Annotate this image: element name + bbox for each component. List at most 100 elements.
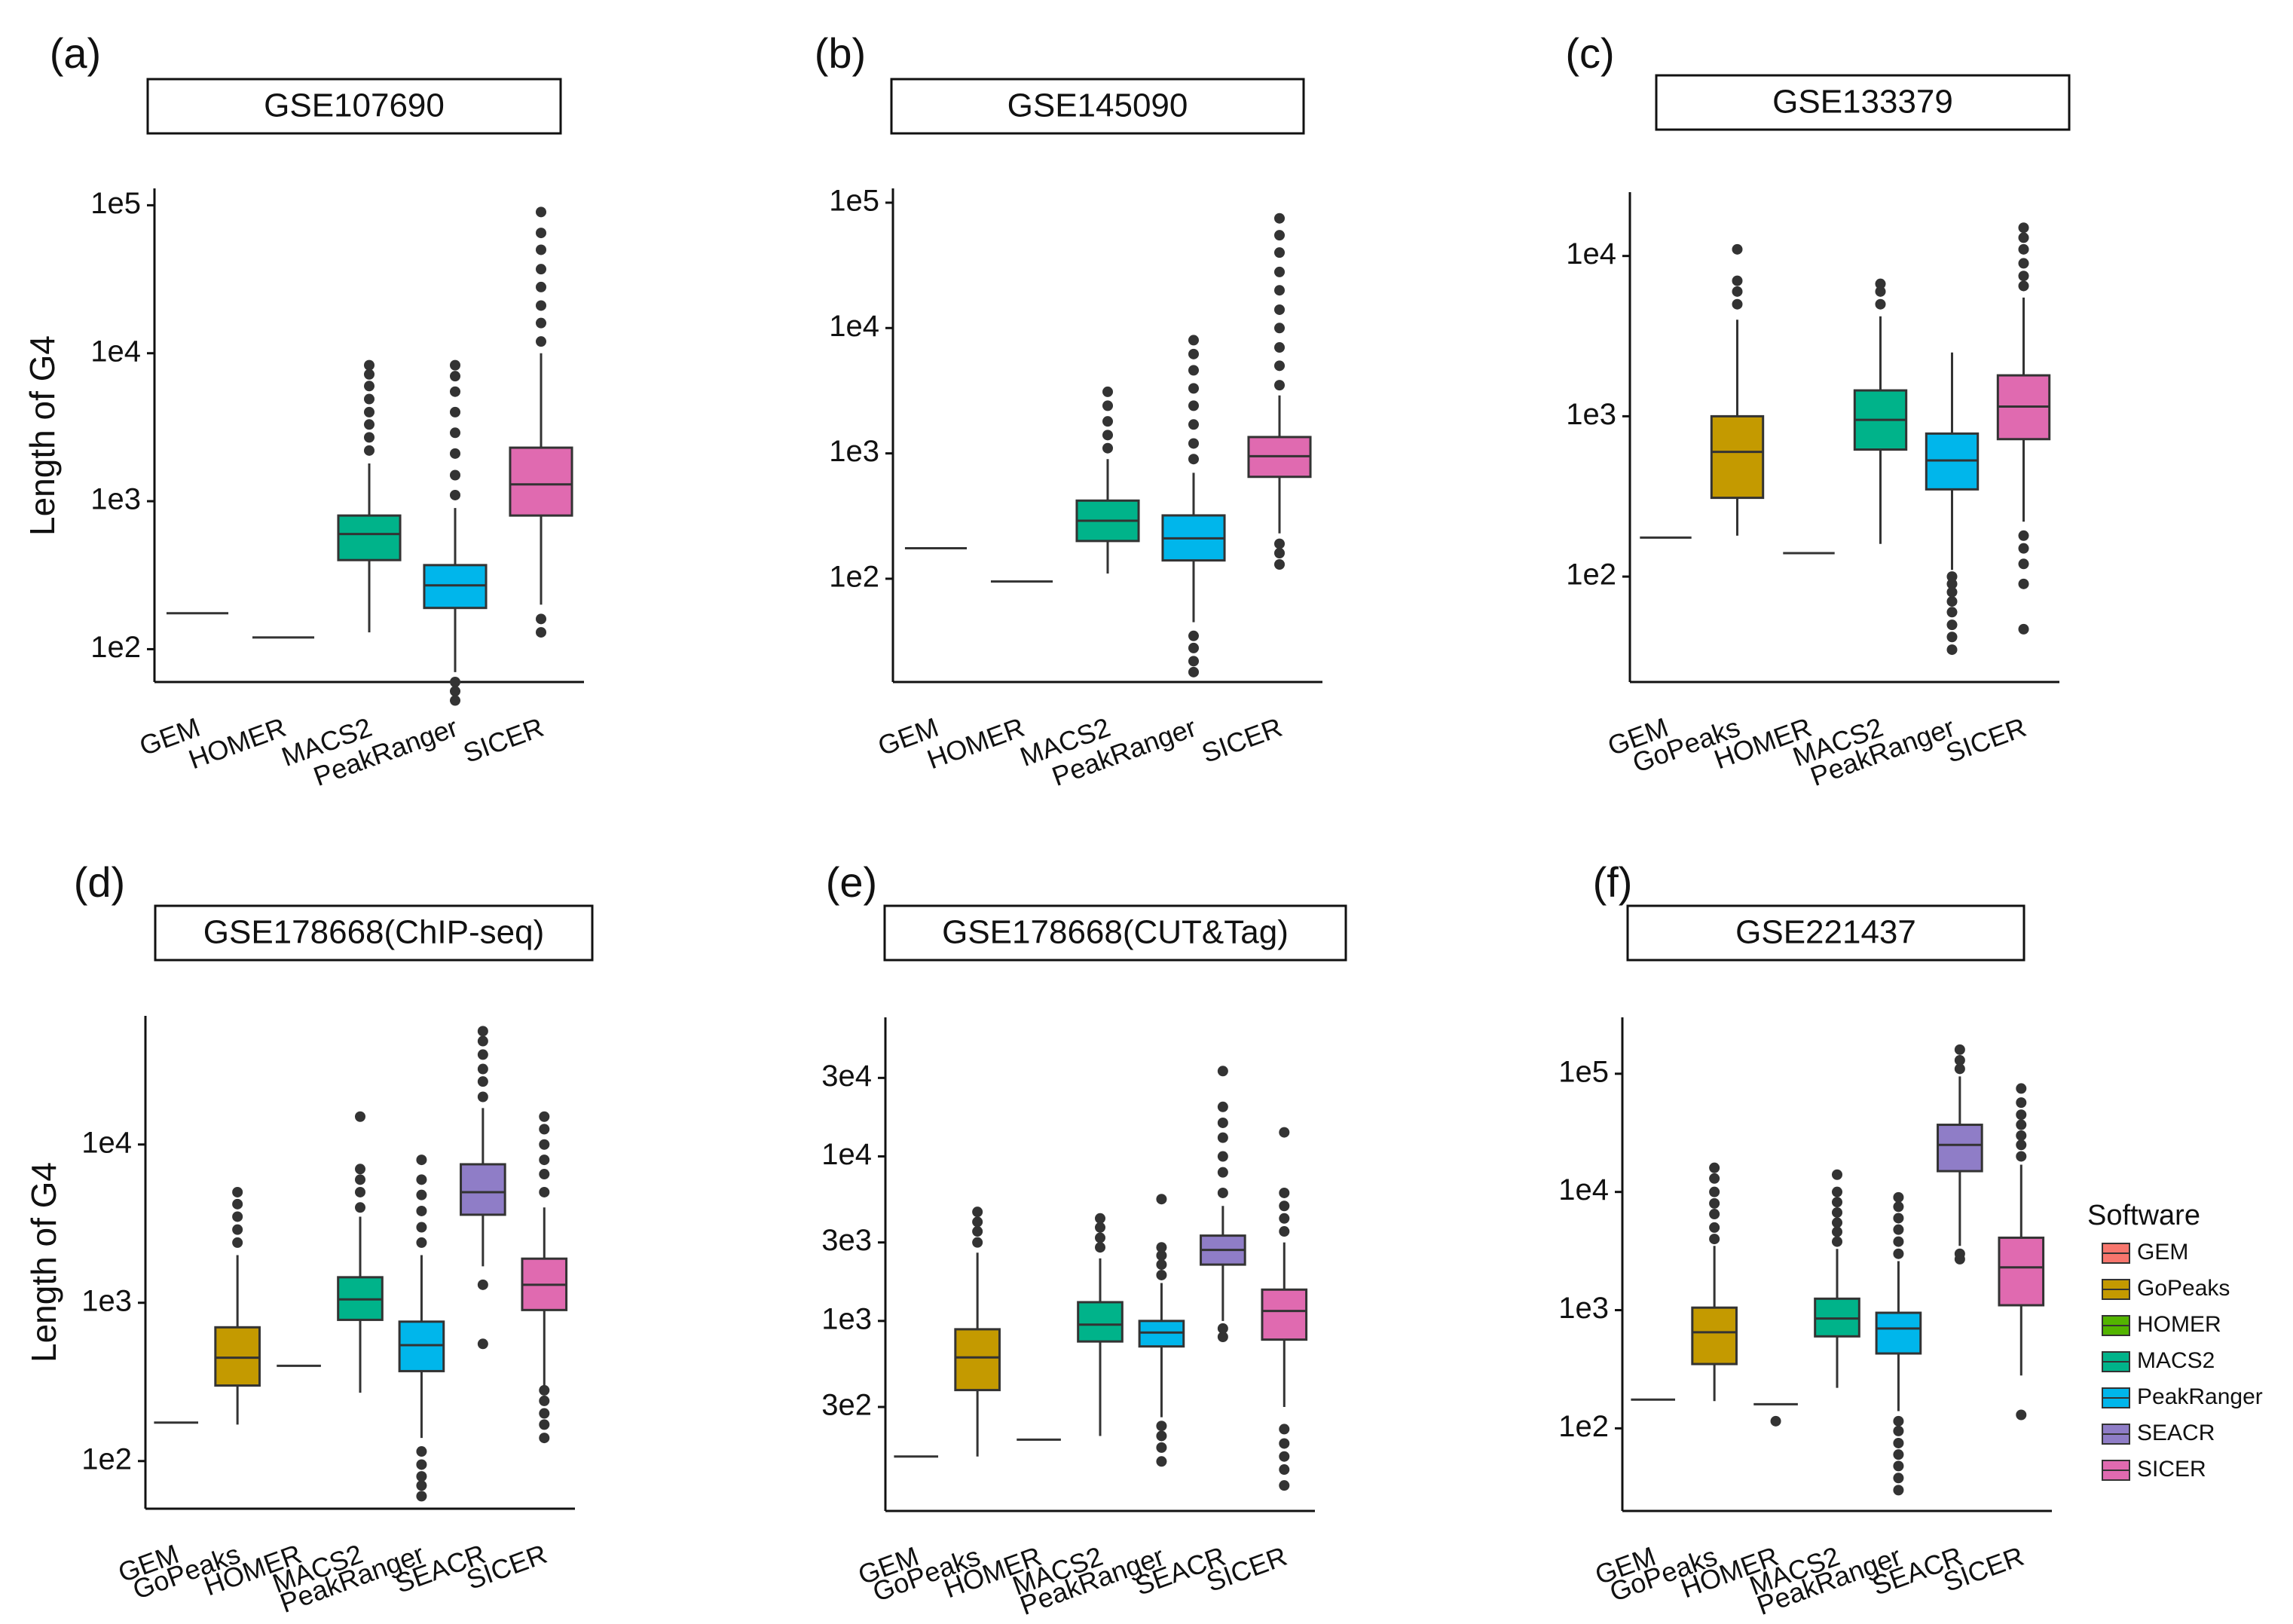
outlier-point <box>1709 1162 1720 1173</box>
box-seacr <box>1937 1044 1983 1265</box>
box-body <box>1710 414 1765 500</box>
outlier-point <box>1954 1248 1965 1259</box>
outlier-point <box>1279 1213 1290 1224</box>
y-tick-label: 1e5 <box>90 187 141 220</box>
panel-c: (c)GSE1333791e21e31e4GEMGoPeaksHOMERMACS… <box>1565 29 2071 792</box>
title-box <box>1655 74 2071 131</box>
outlier-point <box>1832 1236 1842 1247</box>
legend-item-gopeaks: GoPeaks <box>2102 1276 2230 1301</box>
outlier-point <box>416 1459 427 1470</box>
outlier-point <box>1274 285 1285 296</box>
title-box <box>890 78 1305 135</box>
outlier-point <box>2016 1139 2027 1151</box>
outlier-point <box>364 432 375 443</box>
box-body <box>1261 1288 1308 1341</box>
outlier-point <box>1770 1415 1781 1427</box>
outlier-point <box>1732 286 1743 297</box>
box-sicer <box>521 1111 568 1444</box>
outlier-point <box>1893 1473 1904 1484</box>
outlier-point <box>416 1174 427 1185</box>
outlier-point <box>450 406 460 417</box>
outlier-point <box>1893 1191 1904 1203</box>
outlier-point <box>1893 1449 1904 1460</box>
outlier-point <box>1217 1151 1228 1162</box>
outlier-point <box>1954 1044 1965 1055</box>
outlier-point <box>1732 275 1743 286</box>
y-axis-label: Length of G4 <box>23 335 62 536</box>
box-body <box>423 564 488 610</box>
outlier-point <box>364 381 375 392</box>
box-gopeaks <box>214 1186 261 1425</box>
panel-label: (e) <box>826 858 877 906</box>
outlier-point <box>1893 1485 1904 1496</box>
box-homer <box>1753 1402 1798 1427</box>
y-tick-label: 1e4 <box>1558 1173 1609 1207</box>
panel-e: (e)GSE178668(CUT&Tag)3e21e33e31e43e4GEMG… <box>821 858 1347 1621</box>
outlier-point <box>1274 342 1285 353</box>
outlier-point <box>1274 538 1285 549</box>
outlier-point <box>536 613 546 625</box>
outlier-point <box>1217 1332 1228 1343</box>
outlier-point <box>1709 1234 1720 1245</box>
box-peakranger <box>423 359 488 706</box>
panel-label: (a) <box>50 29 101 77</box>
outlier-point <box>1893 1248 1904 1259</box>
outlier-point <box>539 1419 550 1430</box>
title-box <box>1626 904 2025 962</box>
outlier-point <box>1095 1222 1105 1233</box>
outlier-point <box>416 1480 427 1491</box>
outlier-point <box>1095 1232 1105 1243</box>
legend-item-macs2: MACS2 <box>2102 1348 2215 1373</box>
outlier-point <box>2018 222 2029 234</box>
y-tick-label: 1e2 <box>829 561 879 594</box>
x-tick-label: HOMER <box>185 711 290 775</box>
outlier-point <box>1279 1464 1290 1476</box>
box-gopeaks <box>954 1207 1001 1457</box>
outlier-point <box>536 317 546 329</box>
outlier-point <box>2016 1109 2027 1121</box>
outlier-point <box>416 1491 427 1502</box>
outlier-point <box>1709 1173 1720 1184</box>
outlier-point <box>1274 247 1285 258</box>
outlier-point <box>1102 400 1113 411</box>
box-macs2 <box>1077 1213 1124 1436</box>
outlier-point <box>416 1471 427 1482</box>
outlier-point <box>536 206 546 218</box>
outlier-point <box>477 1338 488 1350</box>
outlier-point <box>972 1207 983 1218</box>
outlier-point <box>2016 1151 2027 1162</box>
box-body <box>214 1326 261 1387</box>
outlier-point <box>1156 1194 1167 1205</box>
outlier-point <box>364 369 375 380</box>
outlier-point <box>364 406 375 417</box>
outlier-point <box>1156 1421 1167 1432</box>
outlier-point <box>1279 1226 1290 1237</box>
outlier-point <box>1946 607 1958 618</box>
outlier-point <box>1279 1480 1290 1491</box>
outlier-point <box>477 1049 488 1060</box>
outlier-point <box>1893 1213 1904 1224</box>
outlier-point <box>539 1111 550 1122</box>
x-tick-label: HOMER <box>923 711 1029 775</box>
box-peakranger <box>1925 352 1980 656</box>
outlier-point <box>1274 360 1285 372</box>
outlier-point <box>1274 559 1285 570</box>
outlier-point <box>2018 271 2029 282</box>
outlier-point <box>232 1186 243 1197</box>
outlier-point <box>416 1237 427 1248</box>
box-peakranger <box>398 1155 445 1502</box>
y-tick-label: 1e3 <box>1566 398 1616 431</box>
box-macs2 <box>1075 386 1140 574</box>
box-peakranger <box>1138 1194 1185 1467</box>
outlier-point <box>536 300 546 311</box>
outlier-point <box>1156 1442 1167 1453</box>
box-seacr <box>460 1026 506 1350</box>
outlier-point <box>477 1035 488 1047</box>
outlier-point <box>1893 1201 1904 1213</box>
outlier-point <box>1274 323 1285 334</box>
outlier-point <box>1279 1200 1290 1212</box>
legend-label: PeakRanger <box>2137 1384 2263 1409</box>
y-tick-label: 3e2 <box>821 1389 872 1422</box>
legend-label: GoPeaks <box>2137 1276 2230 1301</box>
